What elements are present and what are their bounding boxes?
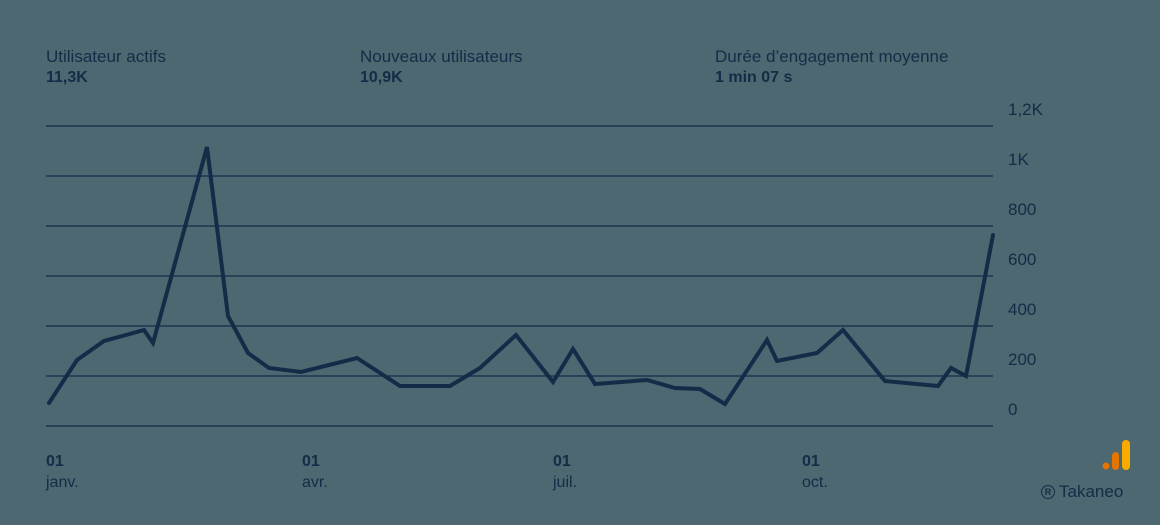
x-tick-apr: 01 avr. bbox=[302, 452, 328, 494]
y-tick: 600 bbox=[1008, 250, 1037, 269]
metric-label: Durée d’engagement moyenne bbox=[715, 47, 949, 66]
metric-value: 11,3K bbox=[46, 69, 88, 86]
x-tick-month: oct. bbox=[802, 474, 828, 491]
metric-engagement-duration: Durée d’engagement moyenne 1 min 07 s bbox=[715, 46, 948, 88]
metric-value: 1 min 07 s bbox=[715, 69, 793, 86]
brand-watermark: R Takaneo bbox=[1041, 482, 1123, 502]
x-tick-day: 01 bbox=[302, 453, 320, 470]
y-tick: 800 bbox=[1008, 200, 1037, 219]
gridlines bbox=[46, 125, 993, 427]
x-tick-oct: 01 oct. bbox=[802, 452, 828, 494]
registered-icon: R bbox=[1041, 485, 1055, 499]
brand-name: Takaneo bbox=[1059, 482, 1124, 501]
y-tick: 1K bbox=[1008, 150, 1029, 169]
y-tick: 400 bbox=[1008, 300, 1037, 319]
x-tick-jan: 01 janv. bbox=[46, 452, 79, 494]
x-tick-day: 01 bbox=[802, 453, 820, 470]
metric-label: Utilisateur actifs bbox=[46, 47, 166, 66]
y-tick: 200 bbox=[1008, 350, 1037, 369]
x-tick-jul: 01 juil. bbox=[553, 452, 577, 494]
x-tick-day: 01 bbox=[46, 453, 64, 470]
x-tick-day: 01 bbox=[553, 453, 571, 470]
x-tick-month: juil. bbox=[553, 474, 578, 491]
x-tick-month: janv. bbox=[46, 474, 79, 491]
metric-label: Nouveaux utilisateurs bbox=[360, 47, 523, 66]
metric-value: 10,9K bbox=[360, 69, 403, 86]
x-tick-month: avr. bbox=[302, 474, 328, 491]
metric-new-users: Nouveaux utilisateurs 10,9K bbox=[360, 46, 523, 88]
metric-active-users: Utilisateur actifs 11,3K bbox=[46, 46, 166, 88]
y-tick: 0 bbox=[1008, 400, 1018, 419]
series-line-active-users bbox=[47, 146, 995, 407]
y-tick: 1,2K bbox=[1008, 100, 1043, 119]
analytics-logo-icon bbox=[1102, 440, 1130, 470]
